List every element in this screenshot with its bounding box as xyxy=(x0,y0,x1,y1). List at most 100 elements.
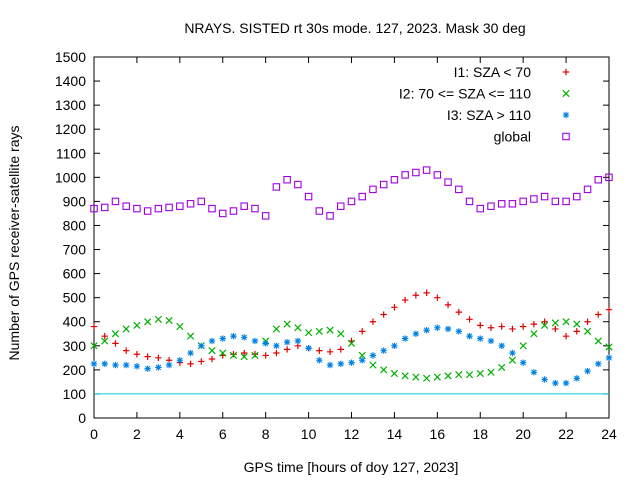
data-point xyxy=(552,379,559,387)
data-point xyxy=(294,324,302,332)
data-point xyxy=(605,306,613,313)
data-point xyxy=(519,342,527,350)
data-point xyxy=(390,175,399,184)
data-point xyxy=(326,348,334,356)
data-point xyxy=(133,321,141,329)
data-point xyxy=(186,200,195,208)
data-point xyxy=(230,351,237,358)
data-point xyxy=(251,337,259,345)
data-point xyxy=(540,192,549,201)
data-point xyxy=(594,175,603,184)
data-point xyxy=(412,373,420,381)
data-point xyxy=(444,372,452,380)
data-point xyxy=(573,320,581,328)
x-tick-label: 18 xyxy=(472,426,488,442)
y-tick-label: 1500 xyxy=(55,49,86,65)
data-point xyxy=(112,361,119,369)
data-point xyxy=(465,197,474,206)
data-point xyxy=(240,202,248,210)
data-point xyxy=(187,360,194,368)
data-point xyxy=(316,357,323,364)
data-point xyxy=(401,335,409,342)
data-point xyxy=(143,207,152,215)
y-tick-label: 400 xyxy=(63,314,87,330)
y-tick-label: 500 xyxy=(63,290,87,306)
x-tick-label: 12 xyxy=(344,426,360,442)
data-point xyxy=(573,192,581,201)
data-point xyxy=(165,361,173,369)
data-point xyxy=(90,204,98,213)
data-point xyxy=(305,345,312,352)
y-tick-label: 1400 xyxy=(55,73,86,89)
data-point xyxy=(573,328,581,335)
data-point xyxy=(519,323,527,330)
data-point xyxy=(519,197,527,206)
data-point xyxy=(455,308,462,316)
legend-marker xyxy=(562,68,570,76)
y-tick-label: 600 xyxy=(63,266,87,282)
data-point xyxy=(595,311,602,318)
data-point xyxy=(498,323,505,330)
data-point xyxy=(326,212,334,220)
data-point xyxy=(229,207,238,215)
data-point xyxy=(144,365,151,372)
data-point xyxy=(100,203,109,212)
data-point xyxy=(304,328,313,337)
data-point xyxy=(594,337,602,345)
y-tick-label: 1000 xyxy=(55,169,86,185)
data-point xyxy=(358,192,366,201)
data-point xyxy=(283,346,291,353)
data-point xyxy=(487,368,495,376)
data-point xyxy=(241,349,248,357)
data-point xyxy=(273,349,280,357)
data-point xyxy=(262,340,269,347)
y-tick-label: 1300 xyxy=(55,97,86,113)
legend-marker xyxy=(562,132,570,141)
data-point xyxy=(530,320,538,328)
data-point xyxy=(111,330,120,338)
data-point xyxy=(508,356,517,364)
data-point xyxy=(497,200,506,208)
data-point xyxy=(477,322,484,329)
data-point xyxy=(444,178,452,186)
data-point xyxy=(530,195,538,203)
data-point xyxy=(466,316,473,323)
data-point xyxy=(369,185,377,194)
x-tick-label: 14 xyxy=(387,426,403,442)
data-point xyxy=(444,301,452,309)
legend-label: I1: SZA < 70 xyxy=(454,64,532,80)
data-point xyxy=(530,369,538,376)
x-tick-label: 0 xyxy=(90,426,98,442)
data-point xyxy=(498,342,505,349)
data-point xyxy=(186,332,195,340)
data-point xyxy=(197,197,206,206)
data-point xyxy=(229,351,238,360)
legend-label: I2: 70 <= SZA <= 110 xyxy=(399,86,531,102)
x-axis-label: GPS time [hours of doy 127, 2023] xyxy=(244,459,459,475)
data-point xyxy=(144,353,151,360)
data-point xyxy=(272,325,281,333)
x-tick-label: 2 xyxy=(133,426,141,442)
data-point xyxy=(133,363,141,370)
series-0 xyxy=(90,289,613,368)
data-point xyxy=(176,202,184,210)
data-point xyxy=(90,360,98,368)
y-tick-label: 300 xyxy=(63,338,87,354)
x-tick-label: 16 xyxy=(430,426,446,442)
data-point xyxy=(477,335,484,342)
y-tick-label: 200 xyxy=(63,362,87,378)
data-point xyxy=(90,323,98,330)
data-point xyxy=(294,337,302,345)
data-point xyxy=(122,202,130,210)
x-tick-label: 22 xyxy=(558,426,574,442)
data-point xyxy=(509,325,516,333)
data-point xyxy=(444,325,452,333)
data-point xyxy=(562,197,570,206)
data-point xyxy=(552,325,559,333)
data-point xyxy=(283,175,291,184)
data-point xyxy=(208,204,216,213)
data-point xyxy=(584,367,591,375)
plot-area: 0100200300400500600700800900100011001200… xyxy=(55,49,617,442)
data-point xyxy=(476,204,484,213)
data-point xyxy=(380,347,387,354)
